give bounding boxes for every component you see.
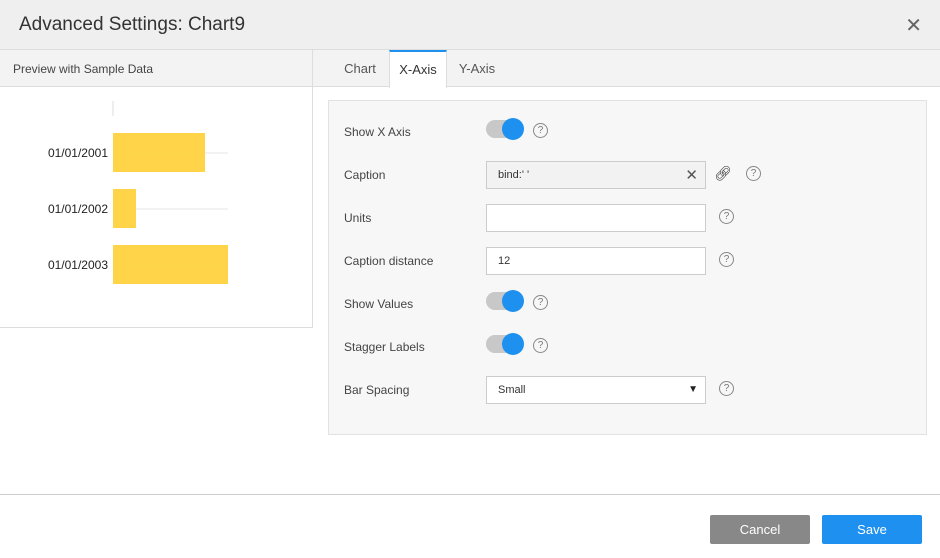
show-x-axis-toggle[interactable] <box>486 118 524 140</box>
caption-input[interactable]: bind:' ' ✕ <box>486 161 706 189</box>
caption-distance-input[interactable]: 12 <box>486 247 706 275</box>
bar-spacing-label: Bar Spacing <box>344 383 410 397</box>
help-icon[interactable]: ? <box>533 338 548 353</box>
tab-bar: Chart X-Axis Y-Axis <box>313 50 940 88</box>
dropdown-arrow-icon: ▼ <box>688 384 698 395</box>
help-icon[interactable]: ? <box>719 252 734 267</box>
bar-spacing-select[interactable]: Small ▼ <box>486 376 706 404</box>
footer-divider <box>0 494 940 495</box>
preview-pane: Preview with Sample Data 01/01/2001 01/01… <box>0 50 313 328</box>
close-icon[interactable]: ✕ <box>905 15 922 37</box>
bar <box>113 133 205 172</box>
show-x-axis-label: Show X Axis <box>344 125 411 139</box>
bar-spacing-value: Small <box>498 384 526 396</box>
help-icon[interactable]: ? <box>719 381 734 396</box>
category-label: 01/01/2002 <box>48 202 108 216</box>
link-icon[interactable]: 🔗︎ <box>714 165 732 181</box>
help-icon[interactable]: ? <box>533 123 548 138</box>
show-values-label: Show Values <box>344 297 414 311</box>
caption-label: Caption <box>344 168 386 182</box>
bar <box>113 189 136 228</box>
dialog-title: Advanced Settings: Chart9 <box>19 14 246 35</box>
help-icon[interactable]: ? <box>533 295 548 310</box>
tab-x-axis[interactable]: X-Axis <box>389 50 447 88</box>
units-label: Units <box>344 211 372 225</box>
tab-chart[interactable]: Chart <box>344 61 376 76</box>
clear-icon[interactable]: ✕ <box>685 167 698 184</box>
help-icon[interactable]: ? <box>719 209 734 224</box>
units-input[interactable] <box>486 204 706 232</box>
stagger-labels-label: Stagger Labels <box>344 340 425 354</box>
dialog-header: Advanced Settings: Chart9 ✕ <box>0 0 940 50</box>
stagger-labels-toggle[interactable] <box>486 333 524 355</box>
x-axis-settings-panel: Show X Axis ? Caption bind:' ' ✕ 🔗︎ ? Uni… <box>328 100 927 435</box>
category-label: 01/01/2001 <box>48 146 108 160</box>
preview-title: Preview with Sample Data <box>0 50 312 87</box>
bar <box>113 245 228 284</box>
tab-y-axis[interactable]: Y-Axis <box>458 61 496 76</box>
category-label: 01/01/2003 <box>48 258 108 272</box>
show-values-toggle[interactable] <box>486 290 524 312</box>
save-button[interactable]: Save <box>822 515 922 544</box>
caption-value: bind:' ' <box>498 169 530 181</box>
cancel-button[interactable]: Cancel <box>710 515 810 544</box>
caption-distance-label: Caption distance <box>344 254 434 268</box>
help-icon[interactable]: ? <box>746 166 761 181</box>
preview-chart: 01/01/2001 01/01/2002 01/01/2003 <box>48 101 228 284</box>
